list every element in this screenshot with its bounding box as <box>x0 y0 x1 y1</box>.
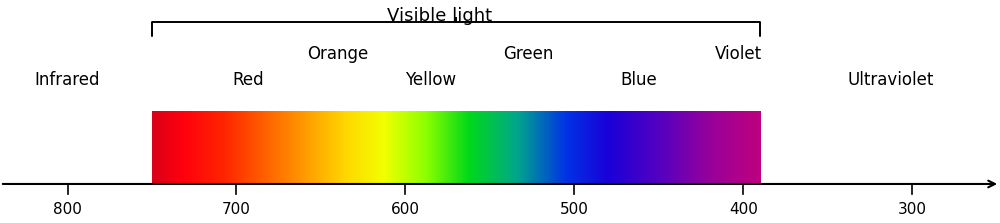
Text: 700: 700 <box>222 202 251 217</box>
Text: 500: 500 <box>560 202 589 217</box>
Text: 400: 400 <box>729 202 758 217</box>
Text: Blue: Blue <box>620 71 657 89</box>
Text: Violet: Violet <box>715 45 762 62</box>
Text: Yellow: Yellow <box>405 71 456 89</box>
Text: Orange: Orange <box>307 45 368 62</box>
Text: 600: 600 <box>391 202 420 217</box>
Text: Infrared: Infrared <box>35 71 100 89</box>
Text: Green: Green <box>504 45 554 62</box>
Text: 800: 800 <box>53 202 82 217</box>
Text: Red: Red <box>232 71 264 89</box>
Text: Ultraviolet: Ultraviolet <box>847 71 933 89</box>
Text: 300: 300 <box>898 202 927 217</box>
Text: Visible light: Visible light <box>387 7 492 25</box>
